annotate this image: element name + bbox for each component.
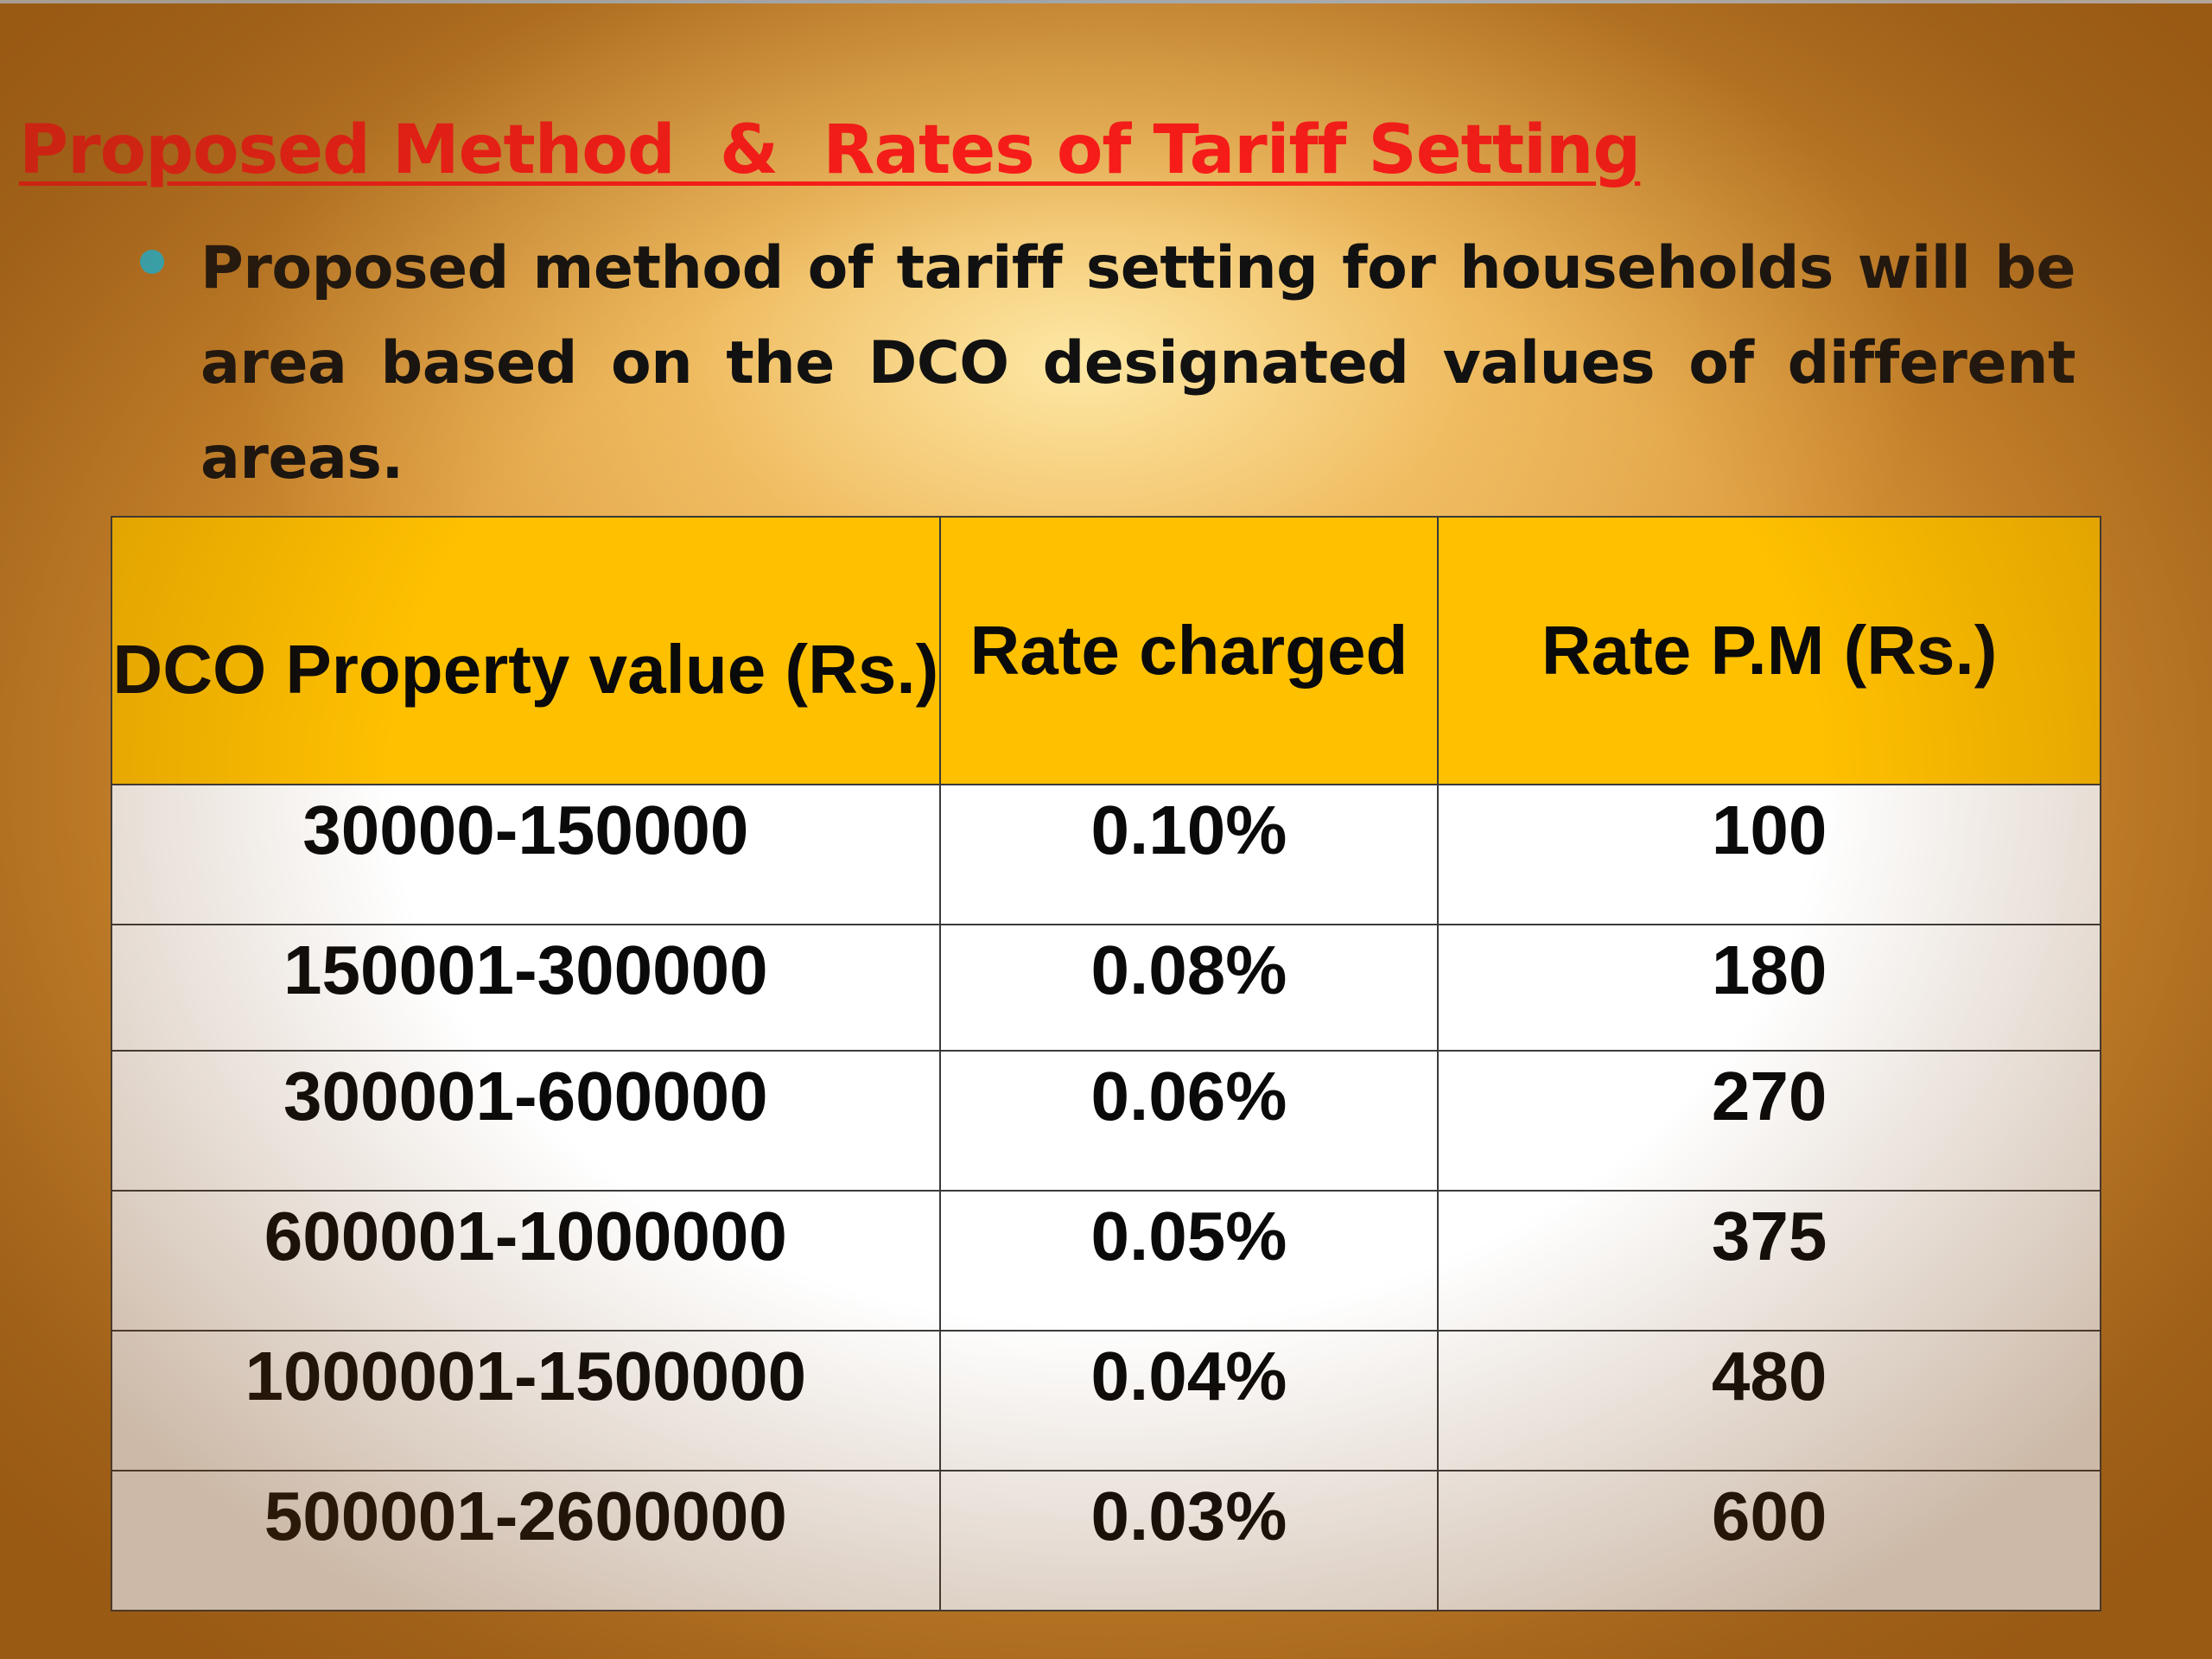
cell-rate-pm: 480	[1437, 1330, 2101, 1471]
cell-rate-pm: 375	[1437, 1190, 2101, 1332]
cell-text: 300001-600000	[283, 1058, 768, 1135]
cell-text: 600001-1000000	[264, 1198, 787, 1274]
cell-text: 600	[1711, 1478, 1827, 1554]
table-header-row: DCO Property value (Rs.) Rate charged Ra…	[111, 516, 2101, 785]
slide-title: Proposed Method & Rates of Tariff Settin…	[19, 111, 1641, 189]
cell-property-value: 30000-150000	[111, 784, 941, 925]
cell-rate-pm: 100	[1437, 784, 2101, 925]
cell-text: 180	[1711, 931, 1827, 1008]
cell-text: 0.03%	[1090, 1478, 1287, 1554]
cell-text: 375	[1711, 1198, 1827, 1274]
cell-rate-charged: 0.10%	[938, 784, 1440, 925]
cell-text: 0.08%	[1090, 931, 1287, 1008]
cell-text: 0.05%	[1090, 1198, 1287, 1274]
cell-text: 1000001-1500000	[245, 1338, 807, 1414]
table-row: 150001-300000 0.08% 180	[111, 924, 2101, 1052]
cell-rate-charged: 0.06%	[938, 1050, 1440, 1192]
cell-text: 500001-2600000	[264, 1478, 787, 1554]
table-row: 1000001-1500000 0.04% 480	[111, 1330, 2101, 1471]
cell-text: 0.10%	[1090, 791, 1287, 868]
cell-text: 0.06%	[1090, 1058, 1287, 1135]
bullet-text: Proposed method of tariff setting for ho…	[200, 234, 2076, 493]
cell-rate-charged: 0.05%	[938, 1190, 1440, 1332]
cell-rate-pm: 600	[1437, 1470, 2101, 1611]
header-property-value-label: DCO Property value (Rs.)	[112, 631, 939, 708]
header-rate-charged: Rate charged	[938, 516, 1440, 785]
cell-text: 100	[1711, 791, 1827, 868]
cell-rate-charged: 0.08%	[938, 924, 1440, 1052]
header-property-value: DCO Property value (Rs.)	[111, 516, 941, 785]
table-row: 600001-1000000 0.05% 375	[111, 1190, 2101, 1332]
cell-property-value: 500001-2600000	[111, 1470, 941, 1611]
table-row: 300001-600000 0.06% 270	[111, 1050, 2101, 1192]
top-border-line	[0, 0, 2212, 3]
cell-rate-charged: 0.04%	[938, 1330, 1440, 1471]
table-row: 30000-150000 0.10% 100	[111, 784, 2101, 925]
cell-property-value: 600001-1000000	[111, 1190, 941, 1332]
cell-rate-pm: 270	[1437, 1050, 2101, 1192]
cell-text: 270	[1711, 1058, 1827, 1135]
bullet-dot-icon	[140, 250, 164, 274]
header-rate-pm: Rate P.M (Rs.)	[1437, 516, 2101, 785]
cell-rate-charged: 0.03%	[938, 1470, 1440, 1611]
cell-rate-pm: 180	[1437, 924, 2101, 1052]
cell-property-value: 150001-300000	[111, 924, 941, 1052]
cell-property-value: 1000001-1500000	[111, 1330, 941, 1471]
cell-text: 30000-150000	[302, 791, 749, 868]
cell-text: 480	[1711, 1338, 1827, 1414]
cell-text: 150001-300000	[283, 931, 768, 1008]
table-row: 500001-2600000 0.03% 600	[111, 1470, 2101, 1611]
cell-text: 0.04%	[1090, 1338, 1287, 1414]
cell-property-value: 300001-600000	[111, 1050, 941, 1192]
tariff-rates-table: DCO Property value (Rs.) Rate charged Ra…	[111, 516, 2101, 1611]
